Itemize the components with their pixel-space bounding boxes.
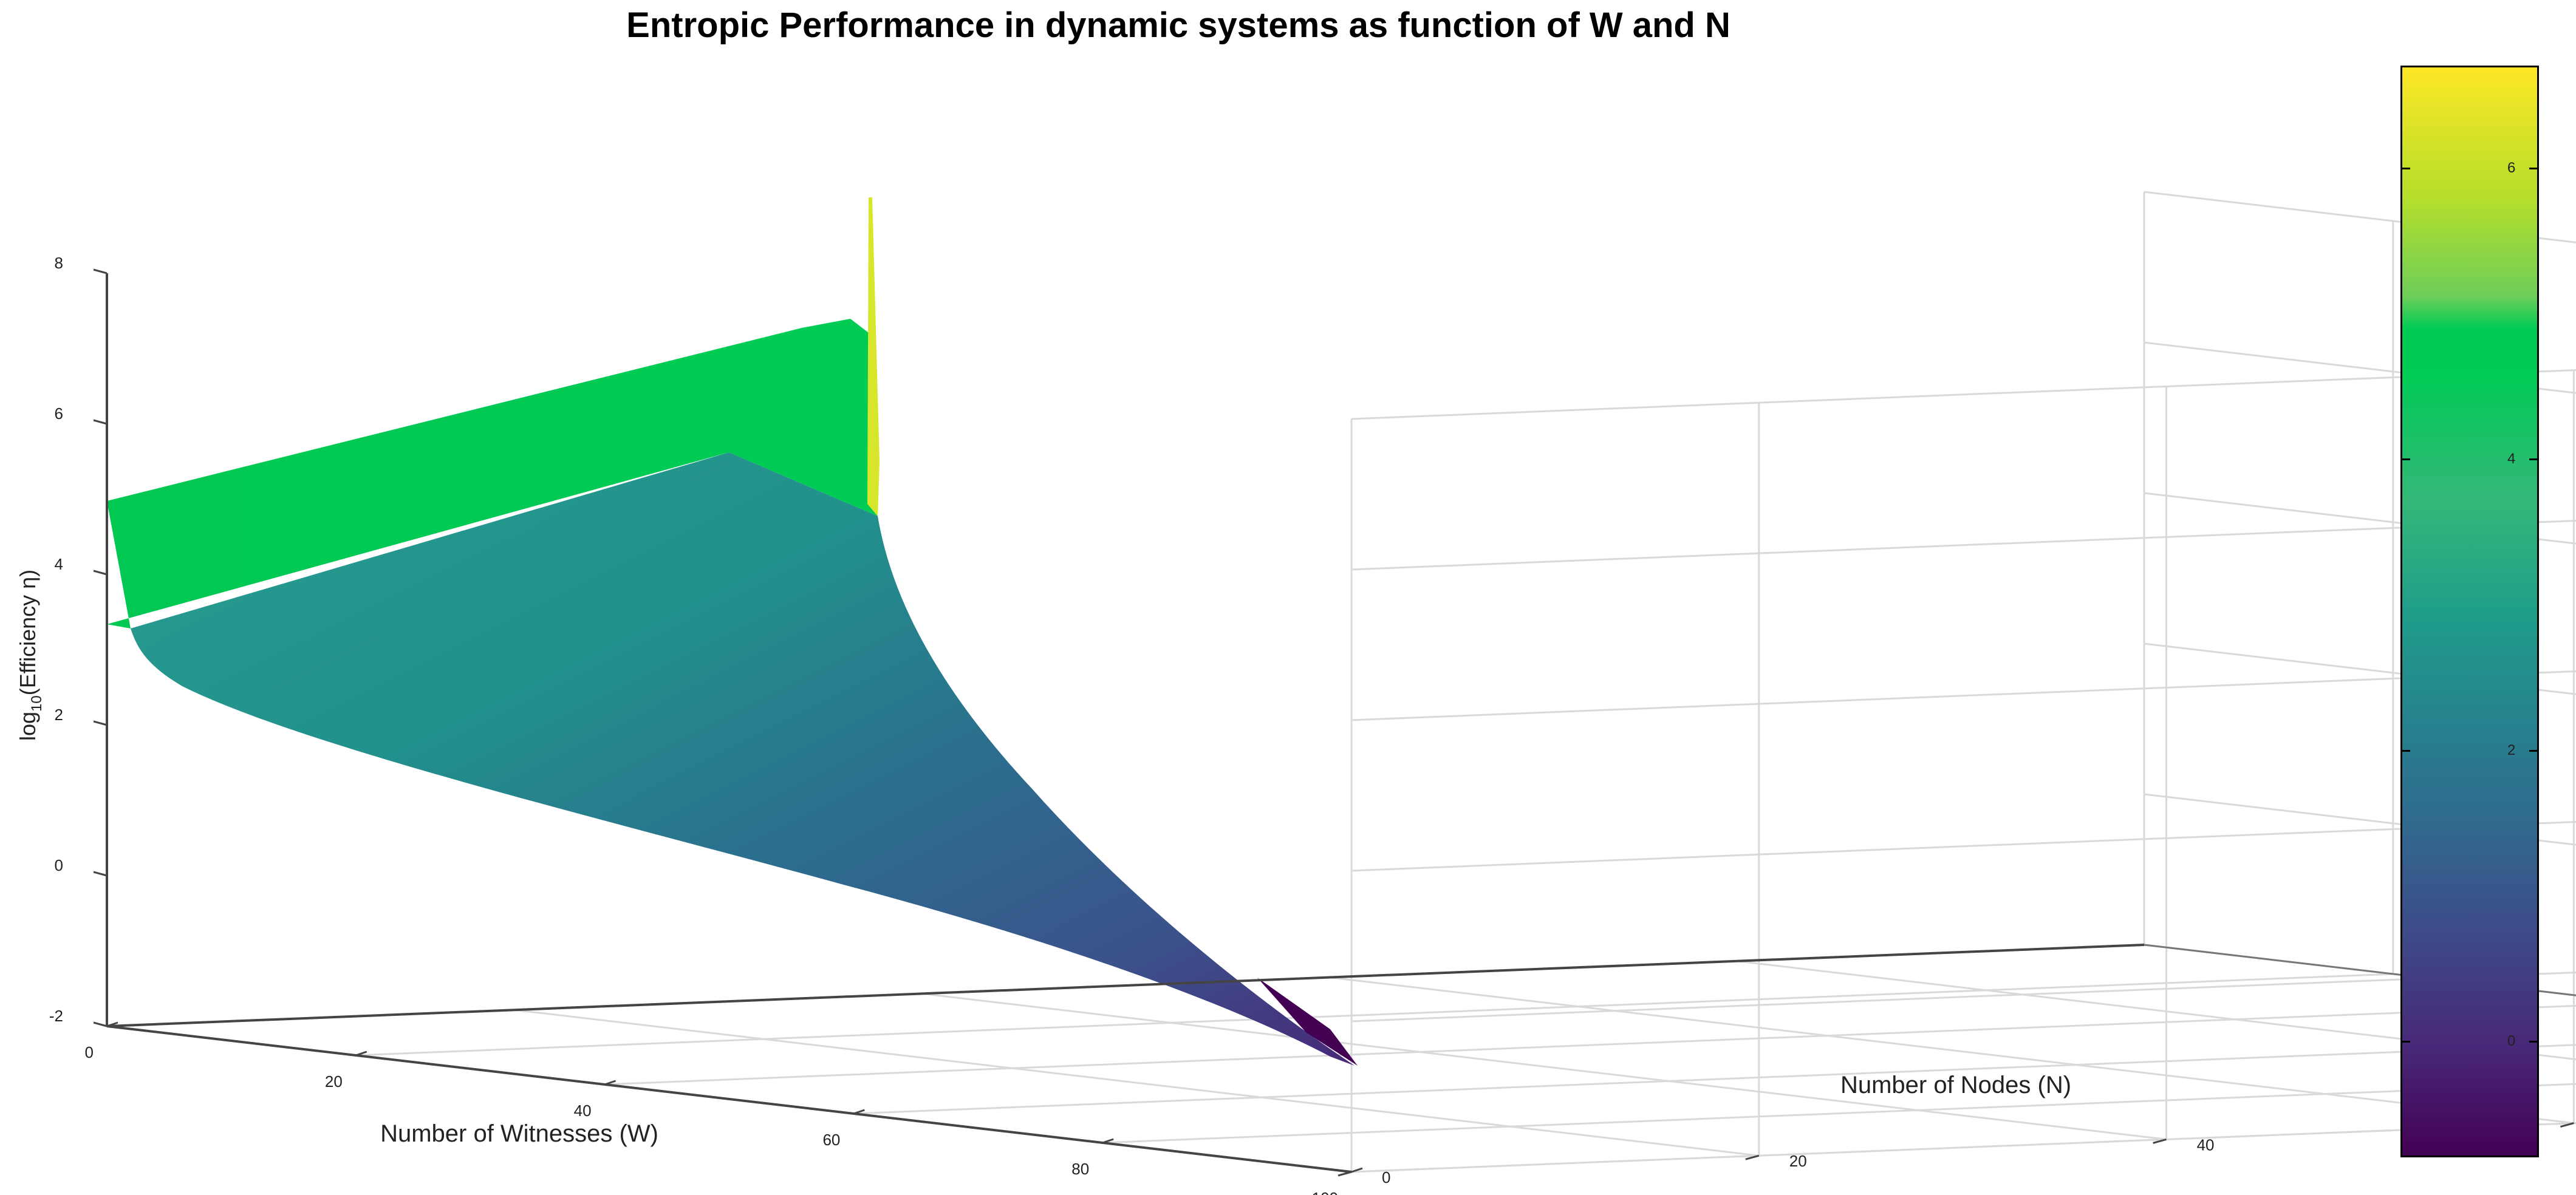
colorbar-tick-mark [2529, 167, 2539, 169]
x-tick-mark [853, 1109, 865, 1115]
grid-line-floor-n [1737, 960, 2576, 1061]
grid-line-floor-w [1102, 1083, 2576, 1144]
z-tick-label: 8 [55, 254, 63, 272]
grid-line-side-z [1351, 369, 2576, 420]
y-tick-mark [2560, 1122, 2574, 1128]
z-tick-mark [93, 419, 108, 425]
z-tick-mark [93, 720, 108, 726]
y-tick-label: 20 [1789, 1152, 1807, 1170]
x-tick-mark [1102, 1138, 1114, 1144]
z-axis-label: log10(Efficiency η) [15, 570, 45, 741]
x-tick-mark [106, 1021, 118, 1027]
y-axis-label: Number of Nodes (N) [1840, 1072, 2071, 1098]
x-axis-label: Number of Witnesses (W) [380, 1120, 658, 1147]
y-tick-label: 40 [2197, 1135, 2215, 1154]
grid-line-floor-n [1329, 976, 2574, 1125]
grid-line-floor-w [1351, 1122, 2576, 1173]
grid-line-floor-n [921, 992, 2167, 1140]
colorbar-tick-mark [2529, 749, 2539, 752]
z-tick-mark [93, 570, 108, 576]
y-tick-label: 0 [1382, 1168, 1390, 1186]
grid-line-back-z [2144, 191, 2576, 243]
z-tick-mark [93, 268, 108, 274]
axes [93, 268, 2576, 1177]
colorbar-tick-mark [2529, 1041, 2539, 1043]
grid-line-side-z [1351, 820, 2576, 872]
x-axis-line [106, 1025, 1352, 1173]
x-tick-mark [604, 1080, 617, 1086]
far-floor-edge [2144, 944, 2576, 996]
colorbar-tick-mark [2400, 167, 2410, 169]
x-tick-label: 0 [85, 1043, 94, 1061]
colorbar-tick-label: 6 [2507, 159, 2516, 176]
z-tick-label: 0 [55, 856, 63, 874]
x-tick-mark [355, 1050, 367, 1057]
y-tick-mark [1338, 1171, 1352, 1177]
colorbar-tick-label: 2 [2507, 741, 2516, 758]
grid-line-floor-w [853, 1044, 2576, 1115]
x-tick-label: 60 [822, 1131, 840, 1149]
x-tick-mark [1351, 1167, 1363, 1173]
y-tick-mark [1745, 1154, 1760, 1160]
grid-line-back-z [2144, 341, 2576, 394]
z-tick-label: 6 [55, 404, 63, 423]
grid-line-side-z [1351, 670, 2576, 721]
surface-tail [1257, 978, 1358, 1066]
z-tick-mark [93, 1021, 108, 1027]
surface-front-face [131, 452, 1355, 1066]
colorbar-tick-label: 0 [2507, 1033, 2516, 1050]
colorbar [2400, 66, 2539, 1157]
surface-top-band [107, 319, 878, 628]
x-tick-label: 100 [1312, 1189, 1338, 1195]
colorbar-tick-mark [2400, 749, 2410, 752]
z-tick-label: -2 [49, 1007, 63, 1025]
grid-line-floor-n [514, 1009, 1759, 1157]
y-axis-line [106, 944, 2145, 1027]
chart-title: Entropic Performance in dynamic systems … [626, 5, 1730, 45]
grid-line-back-z [2144, 492, 2576, 545]
z-tick-label: 2 [55, 706, 63, 724]
grid-line-side-z [1351, 971, 2576, 1023]
grid-line-side-z [1351, 519, 2576, 571]
grid-line-floor-w [355, 973, 2393, 1057]
y-tick-mark [2153, 1138, 2167, 1144]
grid-line-back-z [2144, 793, 2576, 846]
colorbar-tick-label: 4 [2507, 451, 2516, 468]
x-tick-label: 40 [574, 1101, 592, 1120]
z-tick-mark [93, 871, 108, 877]
colorbar-tick-mark [2400, 458, 2410, 461]
x-tick-label: 20 [325, 1072, 343, 1091]
colorbar-tick-mark [2400, 1041, 2410, 1043]
colorbar-tick-mark [2529, 458, 2539, 461]
z-tick-label: 4 [55, 555, 63, 573]
x-tick-label: 80 [1071, 1160, 1089, 1178]
grid-line-floor-w [604, 1004, 2576, 1086]
surface-spike [867, 197, 880, 516]
grid-line-back-z [2144, 642, 2576, 695]
surface [107, 197, 1358, 1066]
